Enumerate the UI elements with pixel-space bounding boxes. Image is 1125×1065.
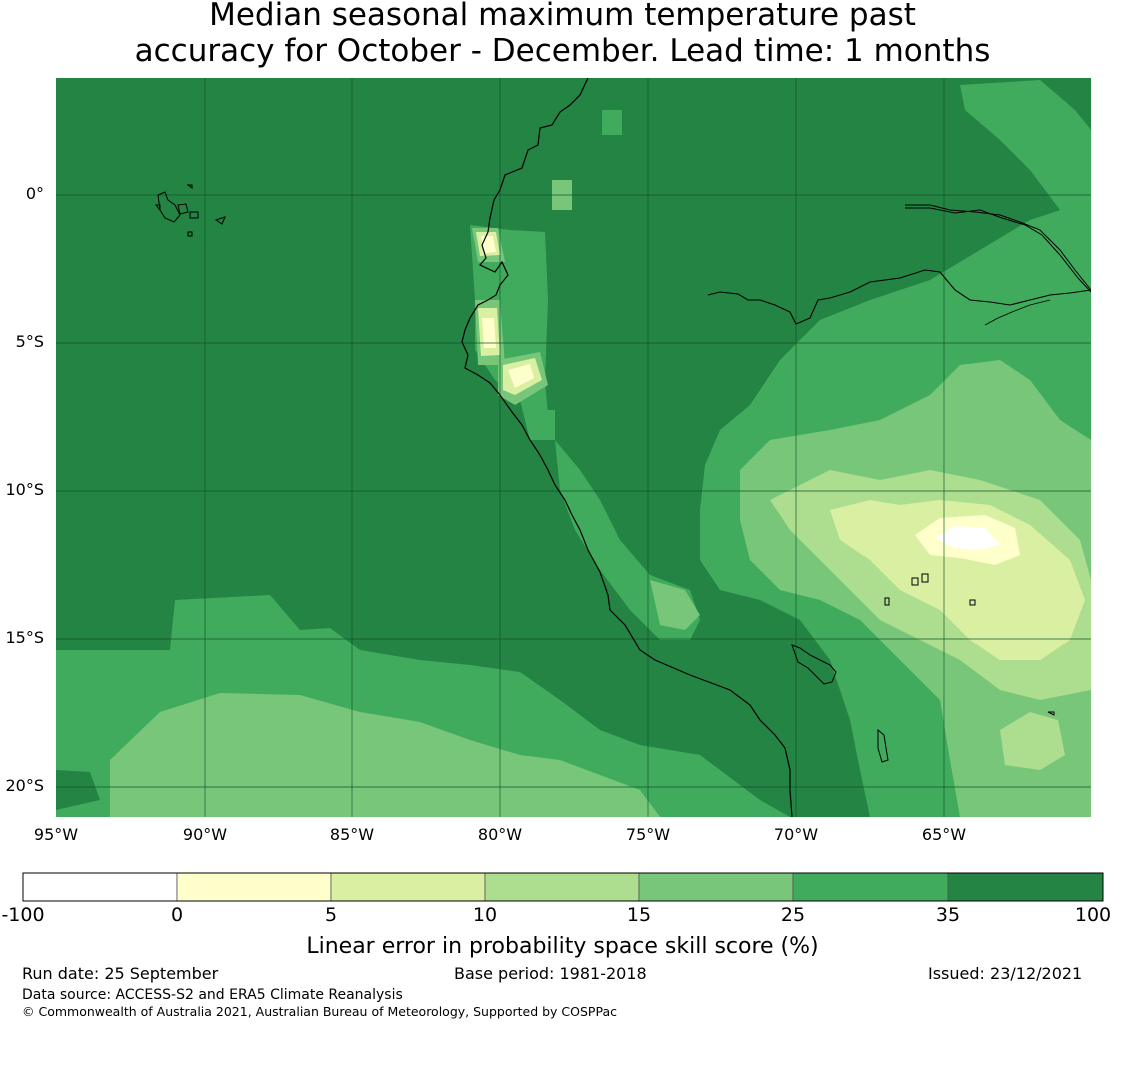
region-andes-strip-light [650, 580, 700, 630]
colorbar-tick-4: 10 [472, 904, 498, 926]
river-north [905, 204, 1091, 291]
lat-label-10s: 10°S [5, 480, 44, 499]
colorbar-segment-1 [22, 872, 178, 902]
colorbar-tick-6: 25 [780, 904, 806, 926]
colorbar-tick-2: 0 [170, 904, 184, 926]
lakes [791, 573, 1055, 763]
lat-label-20s: 20°S [5, 776, 44, 795]
colorbar-segment-3 [330, 872, 486, 902]
lat-label-5s: 5°S [15, 332, 44, 351]
colorbar-segment-5 [638, 872, 794, 902]
galapagos-islands [154, 184, 226, 237]
coastline-south-america [461, 78, 793, 817]
region-peru-white [482, 318, 496, 348]
colorbar-segment-6 [792, 872, 949, 902]
title-line-2: accuracy for October - December. Lead ti… [134, 33, 991, 69]
colorbar-frame [22, 872, 1104, 902]
lon-label-70w: 70°W [773, 825, 819, 844]
region-southeast-light [1000, 712, 1065, 770]
region-south-ocean-light [110, 693, 660, 817]
lat-label-0: 0° [25, 184, 44, 203]
lon-label-65w: 65°W [921, 825, 967, 844]
lon-label-85w: 85°W [329, 825, 375, 844]
region-north-mid-patch [602, 110, 622, 135]
colorbar-tick-3: 5 [324, 904, 338, 926]
lon-label-95w: 95°W [33, 825, 79, 844]
river-amazon-border [707, 269, 1091, 325]
region-north-land-mid [960, 80, 1091, 220]
title-line-1: Median seasonal maximum temperature past [209, 0, 916, 33]
colorbar-tick-5: 15 [626, 904, 652, 926]
region-interior-lowest [935, 526, 1000, 550]
colorbar-segment-2 [176, 872, 332, 902]
river-amazon-branch [984, 299, 1051, 326]
colorbar-tick-8: 100 [1074, 904, 1112, 926]
colorbar-segment-4 [484, 872, 640, 902]
region-peru2-white [508, 364, 534, 388]
colorbar-tick-1: -100 [1, 904, 45, 926]
lat-label-15s: 15°S [5, 628, 44, 647]
skill-score-map [56, 78, 1091, 817]
lon-label-90w: 90°W [182, 825, 228, 844]
issued-date: Issued: 23/12/2021 [928, 964, 1083, 983]
data-source: Data source: ACCESS-S2 and ERA5 Climate … [22, 987, 403, 1003]
base-period: Base period: 1981-2018 [454, 964, 647, 983]
lon-label-80w: 80°W [477, 825, 523, 844]
colorbar-label: Linear error in probability space skill … [306, 934, 819, 959]
region-south-ocean-dark-patch [56, 770, 100, 810]
region-peru-mid-patch [530, 410, 555, 440]
gridlines [56, 78, 1091, 817]
region-interior-pale [830, 500, 1085, 660]
run-date: Run date: 25 September [22, 964, 219, 983]
colorbar-tick-7: 35 [935, 904, 961, 926]
river-north-2 [905, 207, 1091, 293]
lon-label-75w: 75°W [625, 825, 671, 844]
copyright: © Commonwealth of Australia 2021, Austra… [22, 1004, 617, 1019]
colorbar-segment-7 [947, 872, 1104, 902]
